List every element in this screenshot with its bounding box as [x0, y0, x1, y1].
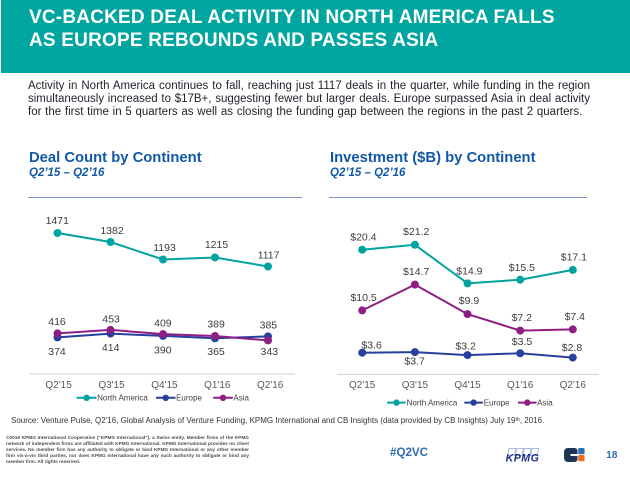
svg-text:$10.5: $10.5 — [350, 292, 376, 304]
svg-text:Q3'15: Q3'15 — [98, 380, 125, 391]
svg-text:$17.1: $17.1 — [561, 252, 587, 264]
svg-text:$21.2: $21.2 — [403, 226, 429, 238]
svg-text:414: 414 — [102, 342, 120, 354]
svg-text:$9.9: $9.9 — [459, 295, 480, 307]
svg-text:1471: 1471 — [46, 215, 70, 227]
svg-text:Q2'15: Q2'15 — [45, 380, 72, 391]
svg-text:Asia: Asia — [537, 398, 553, 407]
svg-text:Q4'15: Q4'15 — [151, 380, 178, 391]
svg-text:$3.7: $3.7 — [404, 355, 425, 367]
svg-text:1382: 1382 — [100, 225, 124, 237]
svg-text:$3.2: $3.2 — [455, 341, 476, 353]
svg-text:Europe: Europe — [484, 398, 510, 407]
svg-text:385: 385 — [260, 319, 278, 331]
svg-text:Q2'16: Q2'16 — [560, 380, 587, 391]
svg-text:365: 365 — [207, 346, 225, 358]
svg-text:Q1'16: Q1'16 — [507, 380, 534, 391]
svg-text:$15.5: $15.5 — [509, 262, 535, 274]
svg-text:389: 389 — [207, 319, 225, 331]
svg-text:409: 409 — [154, 318, 172, 330]
svg-text:Q2'15: Q2'15 — [349, 380, 376, 391]
svg-text:Q3'15: Q3'15 — [402, 380, 429, 391]
svg-text:1117: 1117 — [258, 249, 280, 261]
svg-text:North America: North America — [97, 394, 148, 403]
svg-text:343: 343 — [261, 346, 279, 358]
svg-text:North America: North America — [407, 398, 458, 407]
svg-text:374: 374 — [48, 346, 66, 358]
svg-text:$14.7: $14.7 — [403, 266, 429, 278]
svg-text:Asia: Asia — [233, 394, 249, 403]
svg-text:$3.6: $3.6 — [361, 339, 382, 351]
svg-text:$20.4: $20.4 — [350, 232, 376, 244]
svg-text:Q1'16: Q1'16 — [204, 380, 231, 391]
svg-text:$3.5: $3.5 — [512, 336, 533, 348]
svg-text:Europe: Europe — [176, 394, 202, 403]
svg-text:KPMG: KPMG — [506, 452, 540, 463]
svg-text:$14.9: $14.9 — [456, 265, 482, 277]
svg-text:Q2'16: Q2'16 — [257, 380, 284, 391]
svg-text:1193: 1193 — [153, 242, 176, 254]
svg-text:$7.2: $7.2 — [512, 312, 533, 324]
svg-text:$7.4: $7.4 — [565, 311, 586, 323]
svg-text:416: 416 — [48, 316, 66, 328]
svg-text:453: 453 — [102, 313, 120, 325]
svg-text:$2.8: $2.8 — [562, 342, 583, 354]
svg-text:Q4'15: Q4'15 — [454, 380, 481, 391]
svg-text:390: 390 — [154, 344, 172, 356]
svg-text:1215: 1215 — [205, 239, 229, 251]
